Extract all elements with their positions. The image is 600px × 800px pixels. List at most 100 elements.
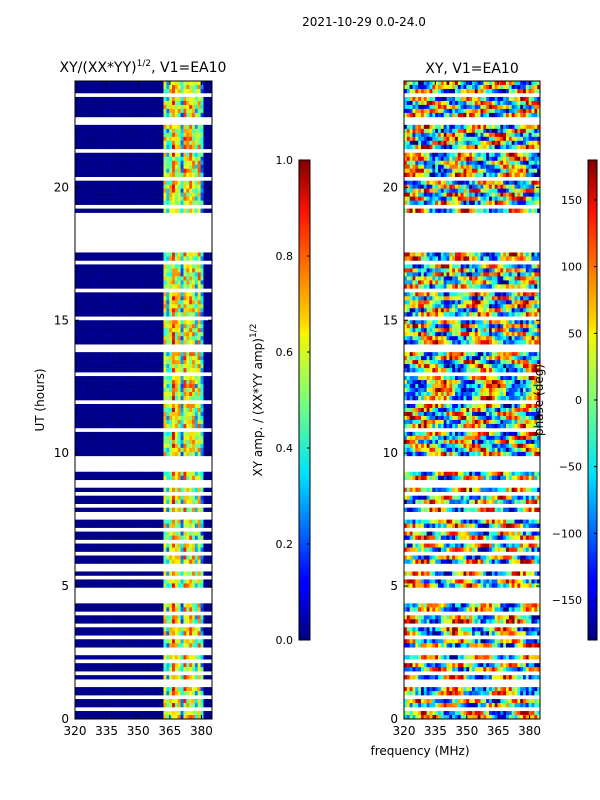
heatmap-cell <box>166 140 170 146</box>
heatmap-cell <box>174 132 179 138</box>
heatmap-cell <box>143 535 147 540</box>
heatmap-cell <box>75 627 79 632</box>
heatmap-cell <box>117 180 122 185</box>
heatmap-cell <box>186 415 190 421</box>
heatmap-cell <box>80 128 84 134</box>
heatmap-cell <box>200 523 204 528</box>
heatmap-cell <box>94 312 99 317</box>
heatmap-cell <box>189 655 193 660</box>
heatmap-cell <box>86 687 90 692</box>
heatmap-cell <box>163 308 167 313</box>
heatmap-cell <box>206 475 210 481</box>
heatmap-cell <box>163 168 167 174</box>
heatmap-cell <box>100 332 104 337</box>
heatmap-cell <box>203 471 207 477</box>
heatmap-cell <box>137 507 142 512</box>
heatmap-cell <box>92 559 96 564</box>
heatmap-cell <box>160 360 164 365</box>
heatmap-cell <box>160 547 164 552</box>
heatmap-cell <box>160 180 164 185</box>
heatmap-cell <box>129 543 133 548</box>
heatmap-cell <box>83 675 87 680</box>
heatmap-cell <box>203 300 207 305</box>
heatmap-cell <box>177 396 181 401</box>
heatmap-cell <box>106 332 110 337</box>
heatmap-cell <box>86 196 90 201</box>
heatmap-cell <box>89 507 93 512</box>
heatmap-cell <box>83 699 87 704</box>
heatmap-cell <box>157 356 162 361</box>
heatmap-cell <box>132 160 136 166</box>
heatmap-cell <box>92 543 96 548</box>
heatmap-cell <box>146 81 150 86</box>
heatmap-cell <box>86 324 90 329</box>
heatmap-cell <box>120 376 124 381</box>
heatmap-cell <box>89 296 93 301</box>
heatmap-cell <box>192 423 196 429</box>
heatmap-cell <box>183 523 187 528</box>
heatmap-cell <box>92 284 96 289</box>
heatmap-cell <box>180 639 184 644</box>
heatmap-cell <box>197 164 201 170</box>
heatmap-cell <box>186 268 190 273</box>
heatmap-cell <box>123 443 127 449</box>
heatmap-cell <box>117 619 122 624</box>
heatmap-cell <box>103 308 107 313</box>
heatmap-cell <box>186 292 190 297</box>
heatmap-cell <box>183 252 187 257</box>
heatmap-cell <box>194 264 199 269</box>
heatmap-cell <box>97 292 102 297</box>
heatmap-cell <box>163 603 167 608</box>
heatmap-cell <box>123 519 127 524</box>
heatmap-cell <box>157 284 162 289</box>
heatmap-cell <box>106 643 110 648</box>
heatmap-cell <box>143 152 147 158</box>
heatmap-cell <box>126 619 130 624</box>
heatmap-cell <box>209 304 213 309</box>
heatmap-cell <box>140 144 144 150</box>
heatmap-cell <box>154 96 159 102</box>
heatmap-cell <box>172 547 176 552</box>
heatmap-cell <box>186 280 190 285</box>
heatmap-cell <box>140 559 144 564</box>
heatmap-cell <box>120 168 124 174</box>
heatmap-cell <box>77 711 82 716</box>
heatmap-cell <box>120 252 124 257</box>
heatmap-cell <box>123 687 127 692</box>
heatmap-cell <box>114 104 119 110</box>
heatmap-cell <box>77 256 82 261</box>
heatmap-cell <box>194 655 199 660</box>
heatmap-cell <box>109 423 113 429</box>
heatmap-cell <box>203 699 207 704</box>
heatmap-cell <box>146 200 150 205</box>
heatmap-cell <box>172 132 176 138</box>
heatmap-cell <box>163 555 167 560</box>
heatmap-cell <box>143 208 147 213</box>
heatmap-cell <box>186 196 190 201</box>
heatmap-cell <box>163 547 167 552</box>
heatmap-cell <box>77 495 82 500</box>
heatmap-cell <box>106 160 110 166</box>
heatmap-cell <box>89 419 93 425</box>
heatmap-cell <box>123 276 127 281</box>
heatmap-cell <box>137 419 142 425</box>
heatmap-cell <box>106 691 110 696</box>
heatmap-cell <box>192 555 196 560</box>
heatmap-cell <box>174 280 179 285</box>
heatmap-cell <box>163 711 167 716</box>
heatmap-cell <box>80 324 84 329</box>
heatmap-cell <box>100 180 104 185</box>
heatmap-cell <box>169 443 173 449</box>
heatmap-cell <box>189 156 193 162</box>
heatmap-cell <box>163 304 167 309</box>
heatmap-cell <box>143 415 147 421</box>
heatmap-cell <box>123 451 127 457</box>
heatmap-cell <box>160 555 164 560</box>
heatmap-cell <box>94 439 99 445</box>
heatmap-cell <box>114 368 119 373</box>
heatmap-cell <box>140 384 144 389</box>
heatmap-cell <box>209 435 213 441</box>
heatmap-cell <box>120 184 124 189</box>
heatmap-cell <box>174 140 179 146</box>
heatmap-cell <box>75 495 79 500</box>
